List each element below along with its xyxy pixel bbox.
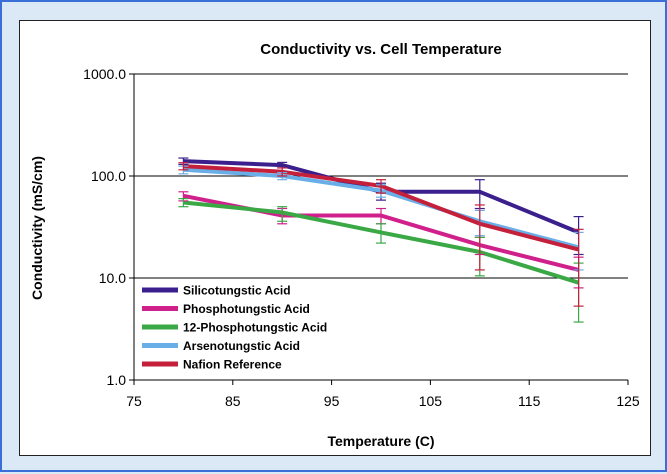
error-bars <box>178 157 584 323</box>
y-tick-label-2: 100.0 <box>91 168 126 184</box>
y-tick-label-1: 10.0 <box>99 270 126 286</box>
error-bar-2-2 <box>376 223 386 244</box>
x-axis-label: Temperature (C) <box>327 433 434 449</box>
legend-label-1: Phosphotungstic Acid <box>183 302 310 316</box>
x-tick-label-1: 85 <box>225 393 241 409</box>
x-tick-label-2: 95 <box>324 393 340 409</box>
error-bar-2-0 <box>178 198 189 208</box>
y-tick-label-0: 1.0 <box>107 372 127 388</box>
error-bar-4-4 <box>573 228 584 307</box>
error-bar-4-1 <box>277 167 288 177</box>
x-tick-label-3: 105 <box>419 393 443 409</box>
error-bar-4-2 <box>376 179 386 194</box>
legend-label-4: Nafion Reference <box>183 358 282 372</box>
axes: 1.0 10.0 100.0 1000.0 75 85 95 105 115 125 <box>83 66 640 409</box>
legend-label-2: 12-Phosphotungstic Acid <box>183 321 327 335</box>
y-axis-label: Conductivity (mS/cm) <box>29 156 45 300</box>
gridlines <box>134 73 628 279</box>
x-tick-label-4: 115 <box>518 393 541 409</box>
x-tick-label-0: 75 <box>126 393 142 409</box>
legend-label-0: Silicotungstic Acid <box>183 284 291 298</box>
x-tick-label-5: 125 <box>616 393 640 409</box>
legend: Silicotungstic Acid Phosphotungstic Acid 1… <box>142 284 327 372</box>
error-bar-2-1 <box>277 206 288 222</box>
chart-title: Conductivity vs. Cell Temperature <box>260 41 501 58</box>
error-bar-4-0 <box>178 162 189 171</box>
y-tick-label-3: 1000.0 <box>83 66 126 82</box>
legend-label-3: Arsenotungstic Acid <box>183 339 300 353</box>
error-bar-4-3 <box>474 204 485 271</box>
